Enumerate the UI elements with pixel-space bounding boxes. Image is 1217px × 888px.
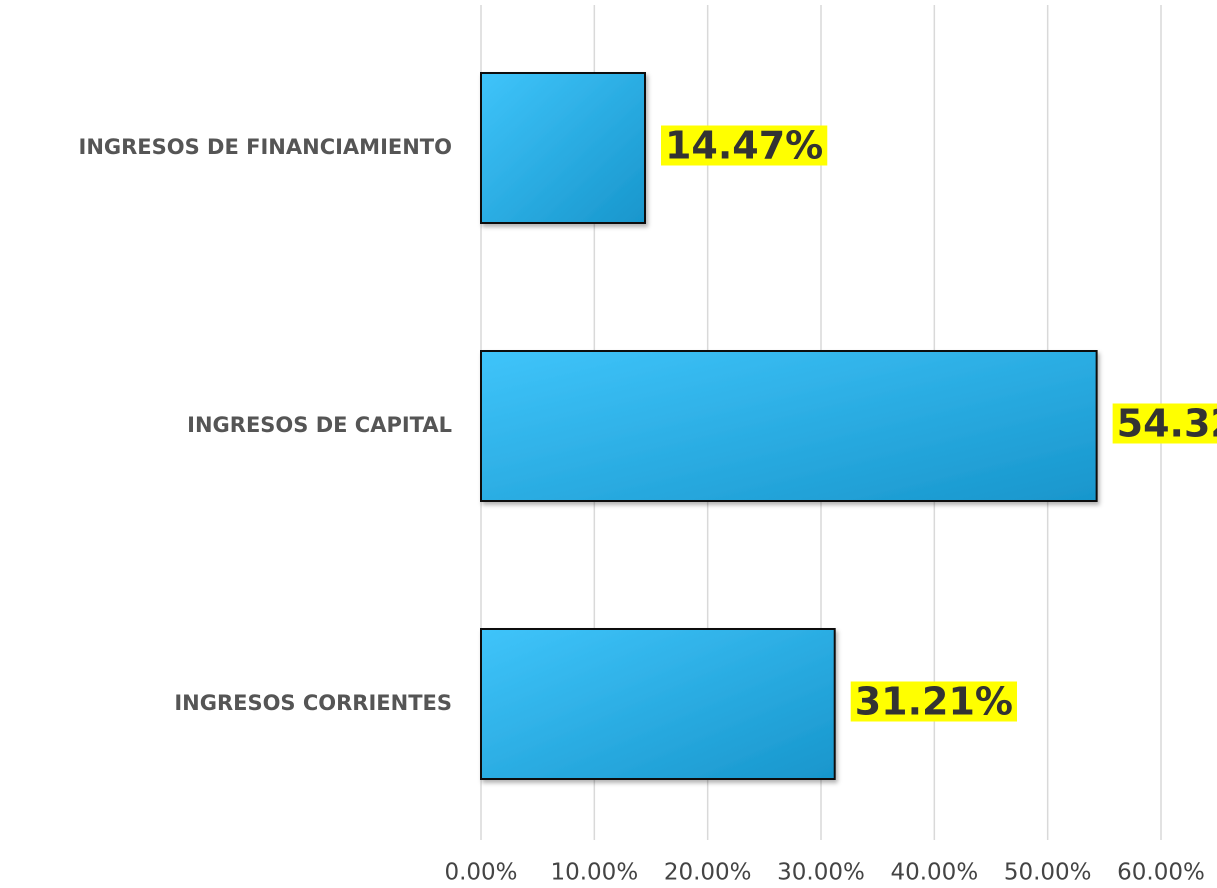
x-tick-label: 20.00% [664, 860, 752, 886]
value-label: 31.21% [855, 680, 1013, 724]
category-label: INGRESOS CORRIENTES [174, 691, 452, 715]
x-tick-label: 60.00% [1117, 860, 1205, 886]
bar [480, 72, 646, 224]
x-tick-label: 0.00% [444, 860, 517, 886]
bar [480, 628, 836, 780]
bar [480, 350, 1098, 502]
x-tick-label: 50.00% [1004, 860, 1092, 886]
category-label: INGRESOS DE CAPITAL [187, 413, 452, 437]
value-label-background [850, 681, 1017, 722]
value-label: 14.47% [665, 124, 823, 168]
x-tick-label: 10.00% [550, 860, 638, 886]
value-label-background [660, 125, 828, 166]
value-label: 54.32% [1117, 402, 1217, 446]
value-label-background [1112, 403, 1217, 444]
category-label: INGRESOS DE FINANCIAMIENTO [79, 135, 453, 159]
x-tick-label: 40.00% [890, 860, 978, 886]
x-tick-label: 30.00% [777, 860, 865, 886]
